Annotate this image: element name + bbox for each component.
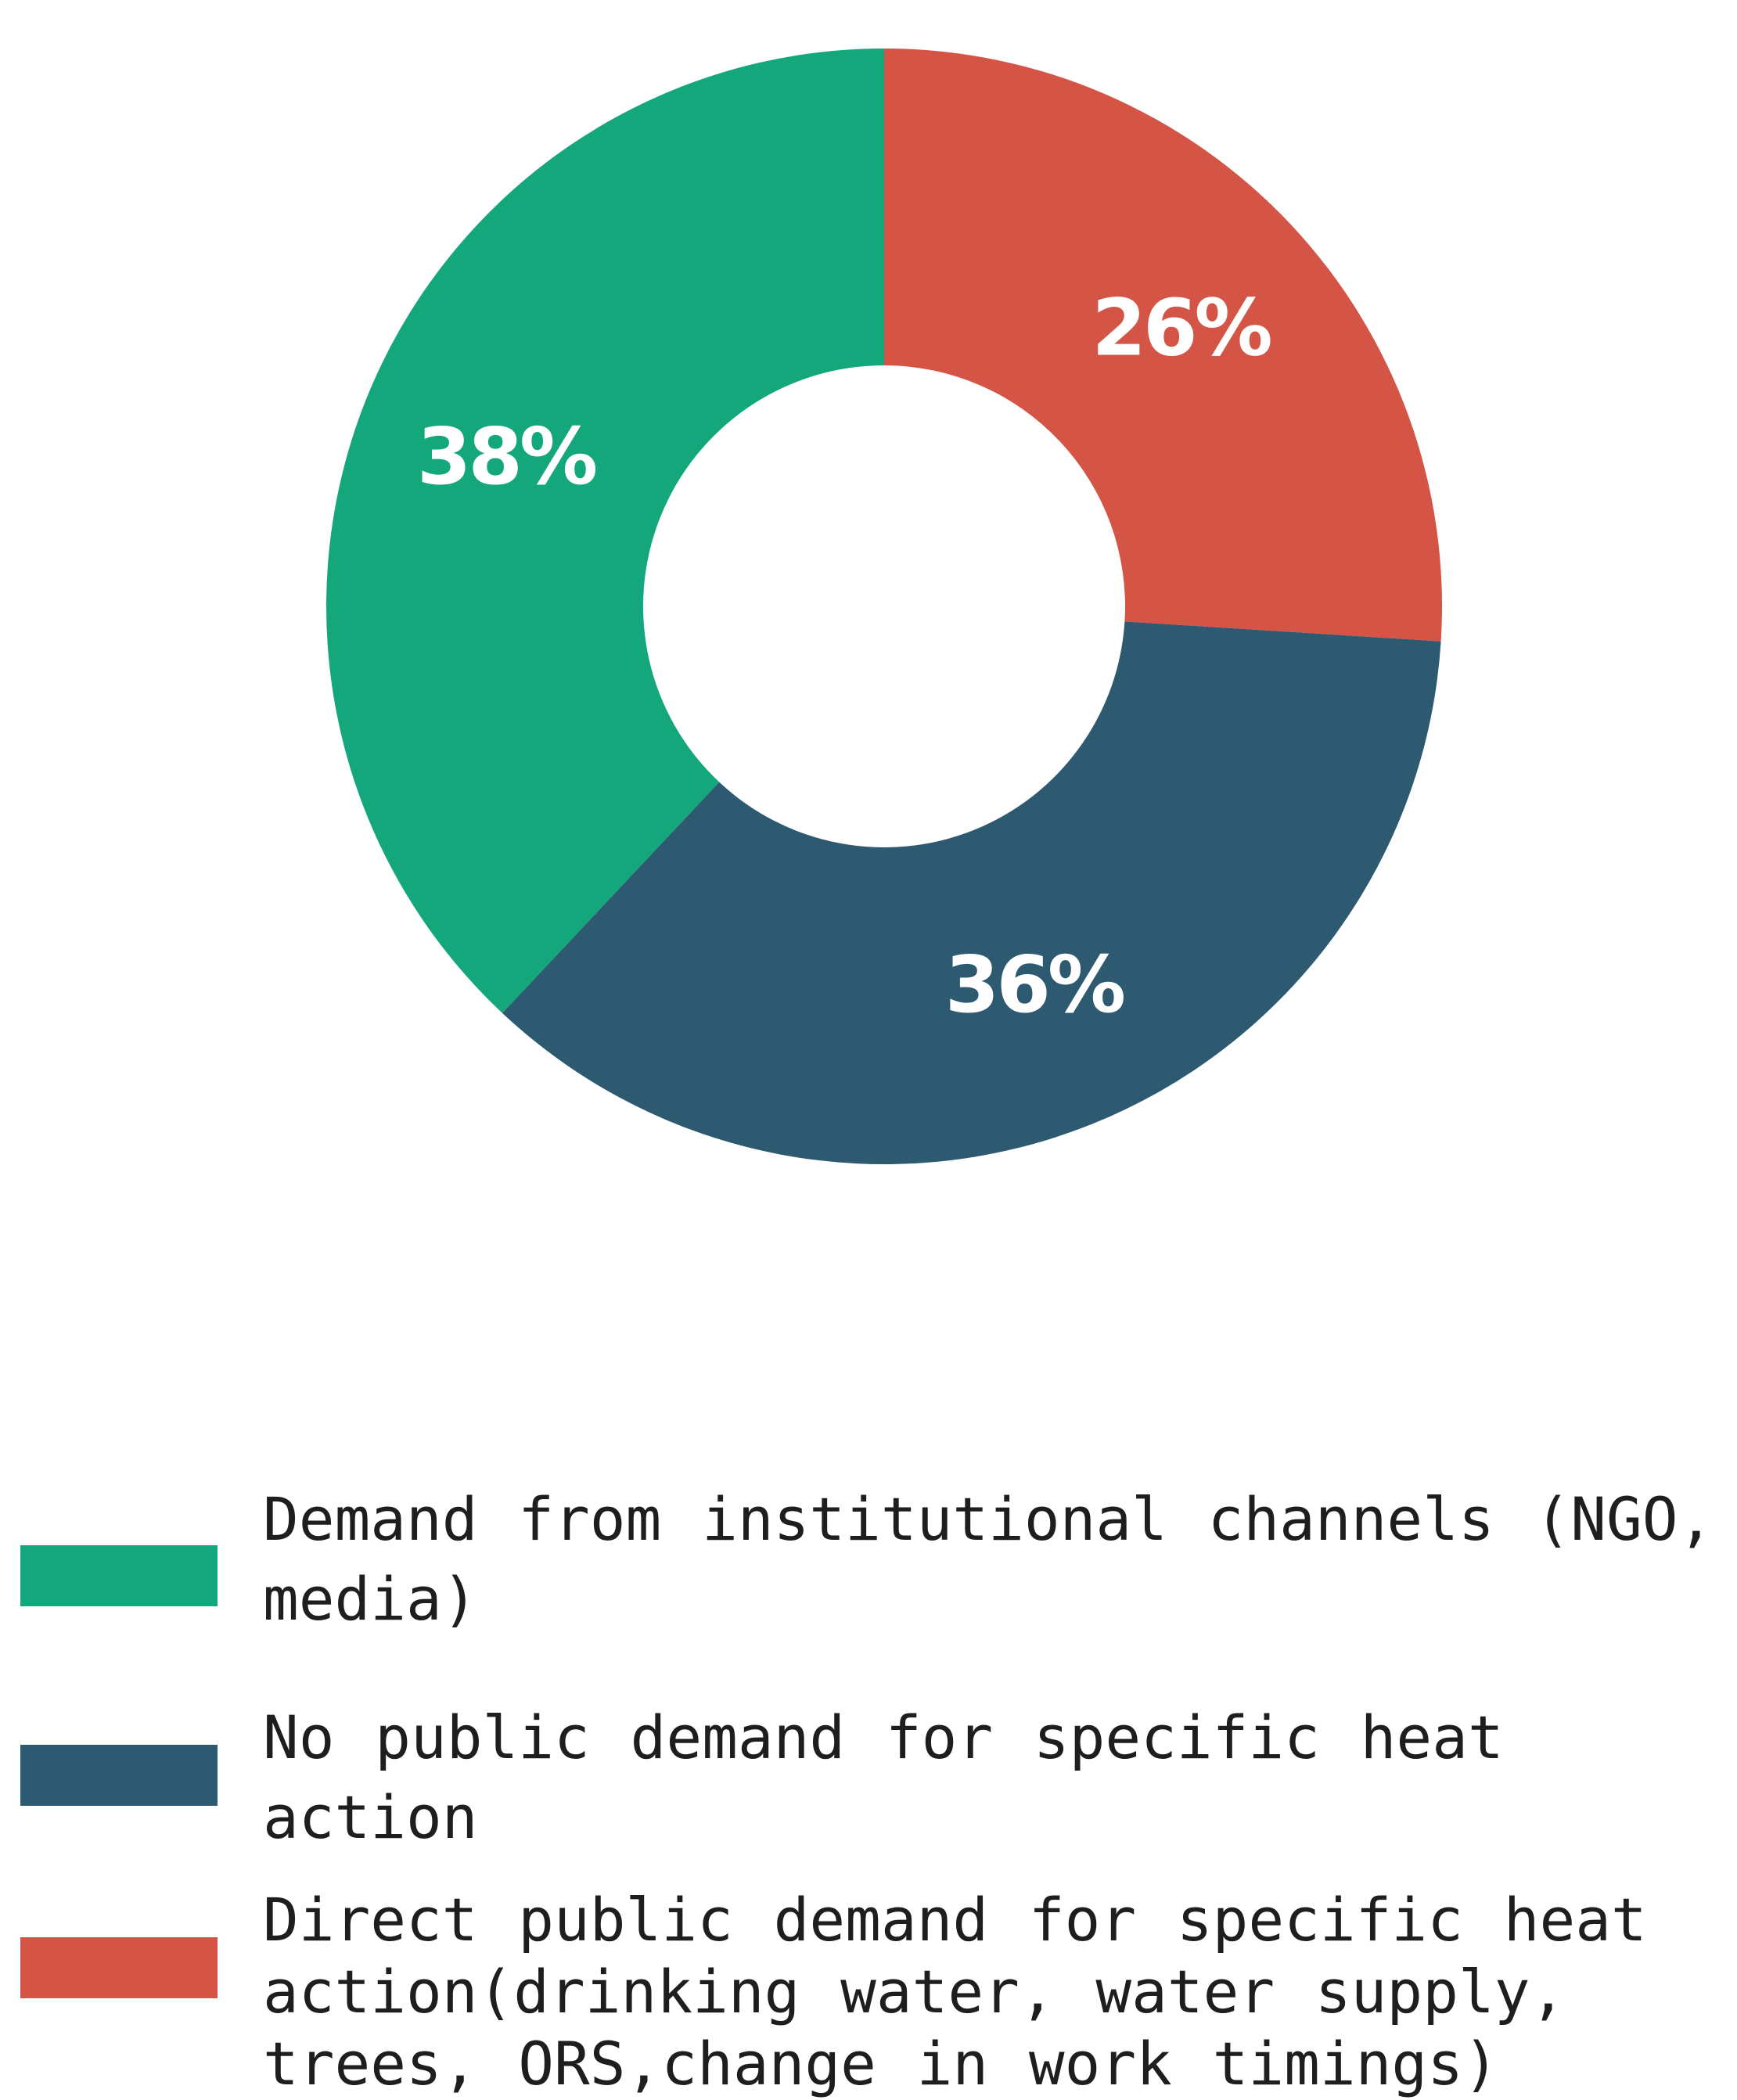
donut-slice-3 — [326, 49, 884, 1013]
slice-value-label-3: 38% — [417, 411, 596, 502]
donut-slices — [326, 49, 1442, 1164]
donut-slice-labels: 26% 36% 38% — [417, 282, 1275, 1030]
legend-label: Demand from institutional channels (NGO,… — [263, 1484, 1714, 1634]
legend-swatch-green — [20, 1545, 218, 1606]
donut-slice-2 — [502, 621, 1441, 1164]
donut-slice-1 — [884, 49, 1442, 642]
donut-chart: 26% 36% 38% — [326, 49, 1442, 1164]
legend-label: Direct public demand for specific heat a… — [263, 1885, 1647, 2098]
legend-label: No public demand for specific heat actio… — [263, 1703, 1504, 1852]
legend-swatch-navy — [20, 1745, 218, 1806]
slice-value-label-1: 26% — [1091, 282, 1271, 374]
slice-value-label-2: 36% — [945, 939, 1124, 1030]
legend-swatch-red — [20, 1937, 218, 1998]
